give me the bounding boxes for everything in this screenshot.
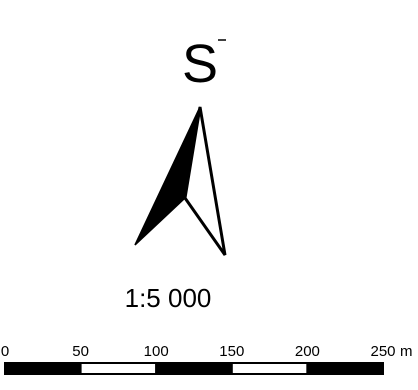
scale-bar-segment bbox=[4, 362, 82, 375]
scale-bar-segment bbox=[306, 362, 384, 375]
north-arrow-right-half bbox=[183, 106, 227, 256]
north-arrow: S bbox=[134, 34, 227, 256]
scale-tick-label: 0 bbox=[1, 343, 9, 360]
scale-bar-segment bbox=[230, 362, 309, 375]
north-arrow-letter: S bbox=[182, 34, 218, 94]
scale-bar-segment bbox=[79, 362, 158, 375]
scale-bar-segment bbox=[155, 362, 233, 375]
scale-tick-labels: 0 50 100 150 200 250 bbox=[1, 343, 396, 360]
scale-tick-label: 50 bbox=[72, 343, 89, 360]
scale-ratio-text: 1:5 000 bbox=[125, 283, 212, 313]
scale-unit-label: m bbox=[400, 343, 413, 360]
scale-tick-label: 100 bbox=[144, 343, 169, 360]
scale-tick-label: 150 bbox=[219, 343, 244, 360]
scale-bar: 0 50 100 150 200 250 m bbox=[1, 343, 413, 375]
scale-bar-segments bbox=[4, 362, 384, 375]
scale-tick-label: 200 bbox=[295, 343, 320, 360]
scale-tick-label: 250 bbox=[370, 343, 395, 360]
